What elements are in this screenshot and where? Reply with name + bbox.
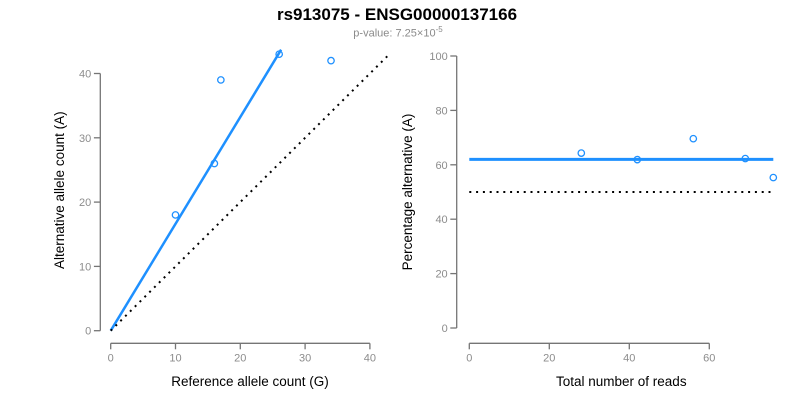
y-axis-title: Percentage alternative (A)	[400, 114, 415, 271]
y-tick-label: 60	[435, 160, 447, 172]
data-point	[217, 76, 225, 84]
x-tick-label: 20	[543, 352, 555, 364]
x-tick-label: 20	[234, 352, 246, 364]
y-axis-title: Alternative allele count (A)	[52, 111, 67, 269]
y-tick-label: 10	[79, 261, 91, 273]
panel-left: 0 10 20 30 40 0 10 20 30 40 Reference allele count…	[52, 49, 391, 389]
y-tick-label: 0	[442, 323, 448, 335]
x-tick-label: 10	[169, 352, 181, 364]
x-tick-label: 40	[364, 352, 376, 364]
x-tick-label: 0	[108, 352, 114, 364]
panel-right: 0 20 40 60 0 20 40 60 80 100 Total number of reads…	[400, 51, 778, 389]
y-tick-label: 20	[79, 197, 91, 209]
y-tick-label: 20	[435, 269, 447, 281]
identity-line	[109, 53, 391, 332]
data-point	[741, 154, 750, 163]
x-tick-label: 0	[466, 352, 472, 364]
data-point	[769, 173, 778, 182]
y-tick-label: 40	[435, 214, 447, 226]
y-tick-label: 0	[85, 326, 91, 338]
y-tick-label: 100	[429, 51, 447, 63]
data-point	[327, 56, 335, 65]
y-tick-label: 30	[79, 133, 91, 145]
y-tick-label: 80	[435, 105, 447, 117]
data-point	[171, 211, 180, 219]
x-axis-title: Reference allele count (G)	[171, 374, 329, 389]
figure-title: rs913075 - ENSG00000137166	[276, 5, 518, 24]
x-tick-label: 60	[703, 352, 715, 364]
pvalue-text: p-value: 7.25×10	[353, 27, 436, 40]
data-point	[689, 134, 698, 143]
data-point	[633, 155, 642, 164]
fit-line	[109, 49, 283, 332]
x-tick-label: 30	[299, 352, 311, 364]
data-point	[275, 50, 284, 59]
data-point	[210, 159, 219, 168]
y-tick-label: 40	[79, 69, 91, 81]
data-point	[577, 149, 586, 157]
pvalue-exponent: -5	[435, 25, 443, 34]
figure-subtitle: p-value: 7.25×10-5	[0, 25, 796, 40]
x-axis-title: Total number of reads	[556, 374, 687, 389]
x-tick-label: 40	[623, 352, 635, 364]
